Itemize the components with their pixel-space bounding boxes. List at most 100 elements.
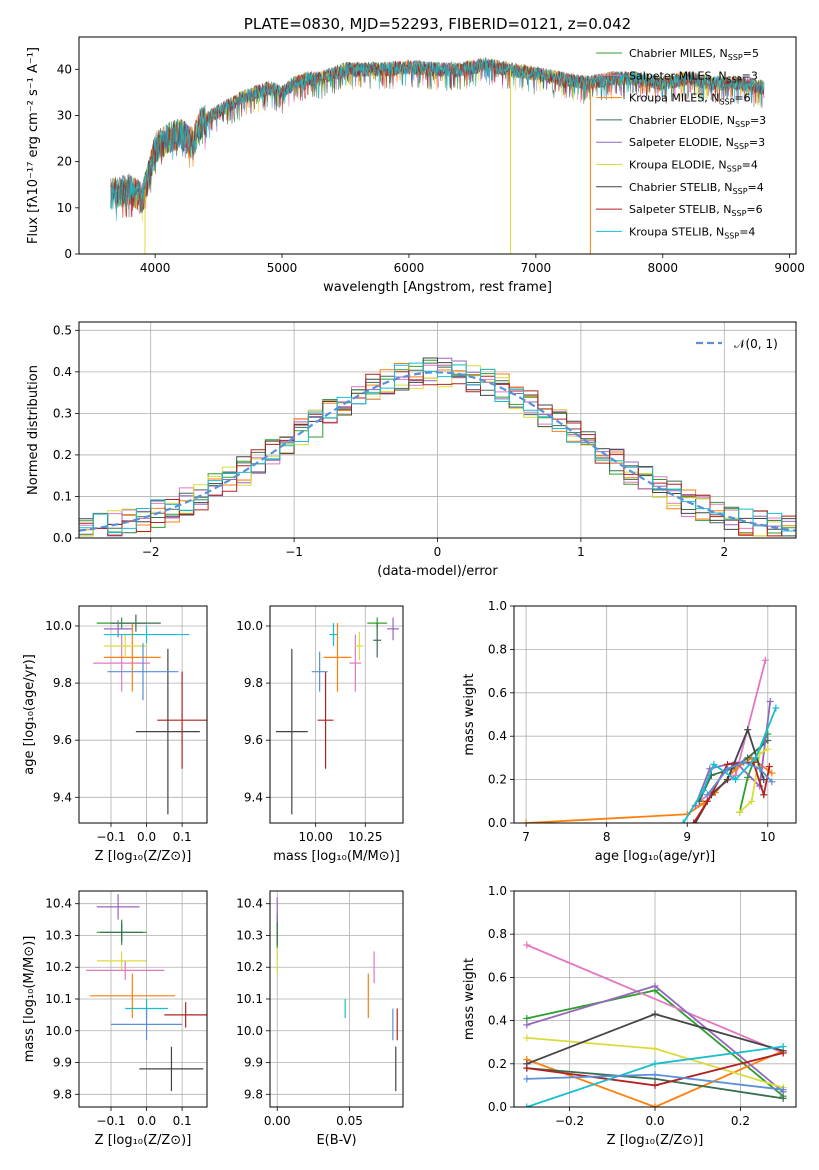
weight-marker — [651, 1081, 659, 1089]
weight-marker — [724, 765, 732, 773]
error-bar-point — [164, 1002, 207, 1028]
legend-label: Kroupa STELIB, NSSP=4 — [629, 225, 755, 240]
y-axis-label: mass [log₁₀(M/M⊙)] — [22, 936, 37, 1063]
weight-marker — [522, 819, 530, 823]
spectrum-plot-area — [110, 57, 765, 254]
weight-marker — [765, 763, 773, 771]
y-tick-label: 0.5 — [53, 323, 72, 337]
weight-marker — [690, 819, 698, 823]
weight-marker — [523, 1064, 531, 1072]
y-tick-label: 1.0 — [488, 884, 507, 898]
weight-marker — [699, 786, 707, 794]
y-tick-label: 0.8 — [488, 642, 507, 656]
legend-label: Kroupa ELODIE, NSSP=4 — [629, 159, 758, 174]
weight-marker — [764, 745, 772, 753]
weight-marker — [772, 704, 780, 712]
weight-marker — [651, 1010, 659, 1018]
y-tick-label: 0.6 — [488, 970, 507, 984]
spectrum-frame — [78, 36, 797, 255]
y-tick-label: 9.9 — [244, 1056, 263, 1070]
y-tick-label: 0 — [64, 247, 72, 261]
y-tick-label: 9.6 — [53, 733, 72, 747]
weight-marker — [703, 797, 711, 805]
error-bar-point — [387, 617, 400, 641]
weight-marker — [703, 791, 711, 799]
mass-vs-Z-frame — [78, 890, 208, 1108]
weight-marker — [523, 1021, 531, 1029]
spectrum-axes: 4000 5000 6000 7000 8000 9000 0 10 20 30 40 wavelen… — [26, 47, 805, 295]
x-tick-label: 8000 — [647, 261, 678, 275]
weight-marker — [748, 797, 756, 805]
y-tick-label: 0.0 — [488, 816, 507, 830]
mass-weight-vs-age-axes: 7 8 9 10 0.0 0.2 0.4 0.6 0.8 1.0 age [log₁₀(age/yr… — [462, 599, 796, 864]
spectrum-line — [110, 57, 765, 222]
weight-marker — [768, 778, 776, 786]
weight-marker — [779, 1043, 787, 1051]
x-tick-label: 2 — [720, 545, 728, 559]
x-tick-label: −2 — [142, 545, 160, 559]
error-bar-point — [107, 643, 179, 701]
y-tick-label: 10.0 — [45, 1024, 72, 1038]
x-tick-label: 0.05 — [336, 1114, 363, 1128]
y-tick-label: 10 — [57, 201, 72, 215]
mass-vs-Z-plot-area — [86, 894, 207, 1092]
histogram-line — [79, 357, 796, 537]
x-tick-label: −1 — [285, 545, 303, 559]
legend-label: Chabrier STELIB, NSSP=4 — [629, 181, 764, 196]
y-tick-label: 40 — [57, 62, 72, 76]
mass-vs-EBV-axes: 0.00 0.05 9.8 9.9 10.0 10.1 10.2 10.3 10.4 E(B-V) — [236, 891, 403, 1148]
x-axis-label: (data-model)/error — [377, 564, 498, 579]
y-axis-label: Normed distribution — [26, 365, 41, 495]
error-bar-point — [96, 951, 147, 971]
y-tick-label: 9.8 — [244, 676, 263, 690]
weight-marker — [744, 754, 752, 762]
y-tick-label: 10.0 — [236, 1024, 263, 1038]
y-tick-label: 0.4 — [488, 1014, 507, 1028]
weight-marker — [651, 1103, 659, 1107]
x-tick-label: 5000 — [267, 261, 298, 275]
y-tick-label: 0.2 — [488, 1057, 507, 1071]
x-axis-label: wavelength [Angstrom, rest frame] — [323, 280, 552, 295]
weight-marker — [523, 1103, 531, 1107]
age-vs-mass-plot-area — [275, 617, 400, 815]
y-tick-label: 10.1 — [236, 992, 263, 1006]
y-tick-label: 20 — [57, 155, 72, 169]
histogram-line — [79, 371, 796, 537]
y-axis-label: Flux [fλ10⁻¹⁷ erg cm⁻² s⁻¹ A⁻¹] — [26, 47, 41, 244]
age-vs-Z-axes: −0.1 0.0 0.1 9.4 9.6 9.8 10.0 Z [log₁₀(Z/Z⊙)] ag… — [22, 606, 207, 864]
y-tick-label: 0.0 — [53, 531, 72, 545]
y-tick-label: 10.3 — [45, 928, 72, 942]
x-tick-label: 4000 — [140, 261, 171, 275]
weight-line — [526, 756, 773, 823]
weight-marker — [651, 1071, 659, 1079]
x-tick-label: 7000 — [521, 261, 552, 275]
x-tick-label: 0.0 — [645, 1114, 664, 1128]
x-axis-label: mass [log₁₀(M/M⊙)] — [273, 849, 400, 864]
error-bar-point — [96, 894, 140, 920]
y-tick-label: 10.2 — [45, 960, 72, 974]
y-axis-label: mass weight — [462, 673, 477, 755]
mass-weight-vs-Z-axes: −0.2 0.0 0.2 0.0 0.2 0.4 0.6 0.8 1.0 Z [log₁₀(Z/Z… — [462, 884, 796, 1148]
error-bar-point — [275, 648, 308, 815]
weight-marker — [732, 776, 740, 784]
mass-weight-vs-Z-plot-area — [523, 941, 787, 1107]
weight-marker — [523, 1014, 531, 1022]
weight-marker — [651, 1045, 659, 1053]
residuals-frame — [78, 321, 797, 539]
weight-marker — [724, 776, 732, 784]
weight-marker — [779, 1049, 787, 1057]
y-tick-label: 10.1 — [45, 992, 72, 1006]
legend-label: Chabrier MILES, NSSP=5 — [629, 47, 759, 62]
weight-marker — [779, 1094, 787, 1102]
error-bar-point — [111, 614, 161, 632]
error-bar-point — [323, 623, 352, 692]
histogram-line — [79, 362, 796, 534]
x-axis-label: Z [log₁₀(Z/Z⊙)] — [95, 1133, 192, 1148]
chart-title: PLATE=0830, MJD=52293, FIBERID=0121, z=0… — [244, 15, 631, 33]
error-bar-point — [157, 671, 207, 769]
x-tick-label: 0.2 — [731, 1114, 750, 1128]
y-tick-label: 10.3 — [236, 928, 263, 942]
error-bar-point — [103, 623, 161, 692]
legend-label: Salpeter ELODIE, NSSP=3 — [629, 136, 765, 151]
legend-label: Salpeter MILES, NSSP=3 — [629, 69, 758, 84]
